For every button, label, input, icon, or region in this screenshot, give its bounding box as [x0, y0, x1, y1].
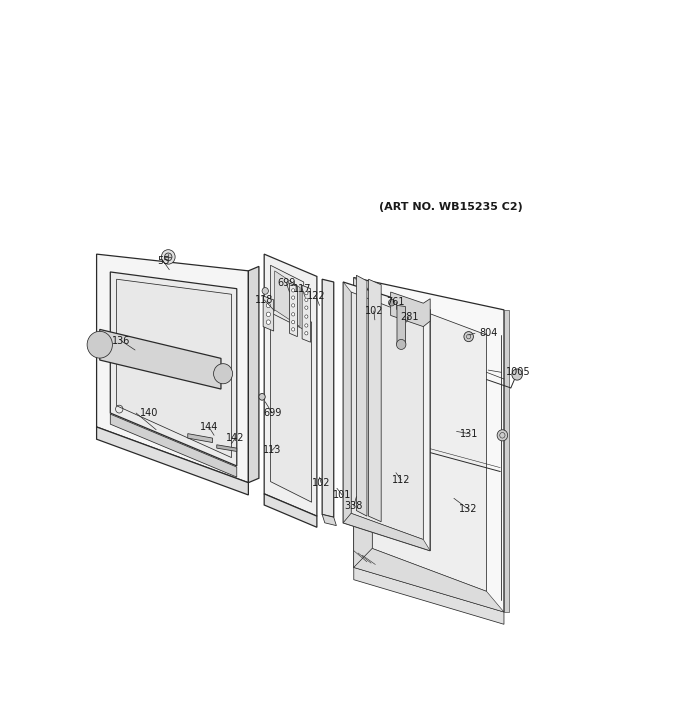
- Circle shape: [267, 303, 271, 308]
- Polygon shape: [117, 279, 231, 458]
- Polygon shape: [271, 301, 311, 502]
- Polygon shape: [343, 282, 351, 523]
- Polygon shape: [100, 329, 221, 389]
- Polygon shape: [354, 568, 504, 624]
- Circle shape: [292, 328, 294, 331]
- Polygon shape: [351, 292, 424, 539]
- Text: 117: 117: [293, 284, 311, 294]
- Text: 1005: 1005: [505, 367, 530, 377]
- Text: 281: 281: [400, 311, 418, 321]
- Text: 101: 101: [333, 490, 352, 500]
- Circle shape: [497, 430, 508, 441]
- Polygon shape: [263, 296, 273, 331]
- Circle shape: [292, 304, 294, 307]
- Text: 132: 132: [460, 505, 478, 515]
- Polygon shape: [97, 427, 248, 495]
- Circle shape: [292, 296, 294, 299]
- Circle shape: [87, 332, 112, 358]
- Text: 118: 118: [255, 295, 273, 305]
- Text: 142: 142: [226, 433, 244, 443]
- Text: (ART NO. WB15235 C2): (ART NO. WB15235 C2): [379, 202, 523, 211]
- Text: 102: 102: [312, 478, 330, 488]
- Circle shape: [165, 253, 172, 261]
- Polygon shape: [302, 285, 311, 342]
- Text: 699: 699: [263, 408, 282, 418]
- Polygon shape: [110, 272, 237, 466]
- Circle shape: [161, 250, 175, 264]
- Circle shape: [259, 394, 265, 400]
- Text: 102: 102: [364, 306, 383, 316]
- Circle shape: [305, 298, 308, 301]
- Circle shape: [305, 292, 308, 295]
- Circle shape: [305, 306, 308, 309]
- Polygon shape: [110, 414, 237, 477]
- Circle shape: [267, 312, 271, 316]
- Text: 140: 140: [140, 408, 158, 418]
- Text: 113: 113: [263, 445, 282, 455]
- Polygon shape: [271, 265, 304, 329]
- Polygon shape: [217, 445, 237, 452]
- Polygon shape: [390, 292, 430, 327]
- Circle shape: [396, 340, 406, 350]
- Polygon shape: [188, 434, 213, 442]
- Polygon shape: [248, 266, 259, 483]
- Polygon shape: [372, 292, 487, 592]
- Circle shape: [214, 363, 233, 384]
- Polygon shape: [97, 254, 248, 483]
- Text: 804: 804: [479, 328, 498, 338]
- Circle shape: [262, 287, 269, 294]
- Circle shape: [292, 289, 294, 292]
- Polygon shape: [356, 275, 367, 516]
- Polygon shape: [354, 277, 372, 568]
- Text: 112: 112: [392, 475, 411, 485]
- Polygon shape: [322, 515, 337, 526]
- Circle shape: [305, 324, 308, 327]
- Polygon shape: [343, 513, 430, 551]
- Circle shape: [292, 321, 294, 324]
- Text: 131: 131: [460, 429, 478, 439]
- Text: 136: 136: [112, 335, 130, 345]
- Text: 761: 761: [387, 297, 405, 306]
- Circle shape: [305, 315, 308, 319]
- Text: 122: 122: [307, 291, 325, 301]
- Polygon shape: [504, 310, 509, 612]
- Circle shape: [305, 332, 308, 335]
- Polygon shape: [290, 283, 297, 337]
- Text: 144: 144: [200, 422, 218, 432]
- Polygon shape: [275, 271, 300, 327]
- Polygon shape: [354, 277, 504, 612]
- Polygon shape: [322, 279, 334, 517]
- Text: 55: 55: [157, 256, 169, 266]
- Polygon shape: [369, 279, 381, 522]
- Polygon shape: [264, 494, 317, 527]
- Text: 338: 338: [345, 501, 363, 511]
- Circle shape: [292, 313, 294, 316]
- Polygon shape: [264, 254, 317, 516]
- Circle shape: [512, 369, 522, 380]
- Text: 699: 699: [277, 278, 296, 288]
- Polygon shape: [397, 306, 405, 345]
- Circle shape: [464, 332, 473, 342]
- Polygon shape: [343, 282, 430, 551]
- Circle shape: [267, 320, 271, 324]
- Circle shape: [388, 299, 395, 306]
- Polygon shape: [354, 549, 504, 612]
